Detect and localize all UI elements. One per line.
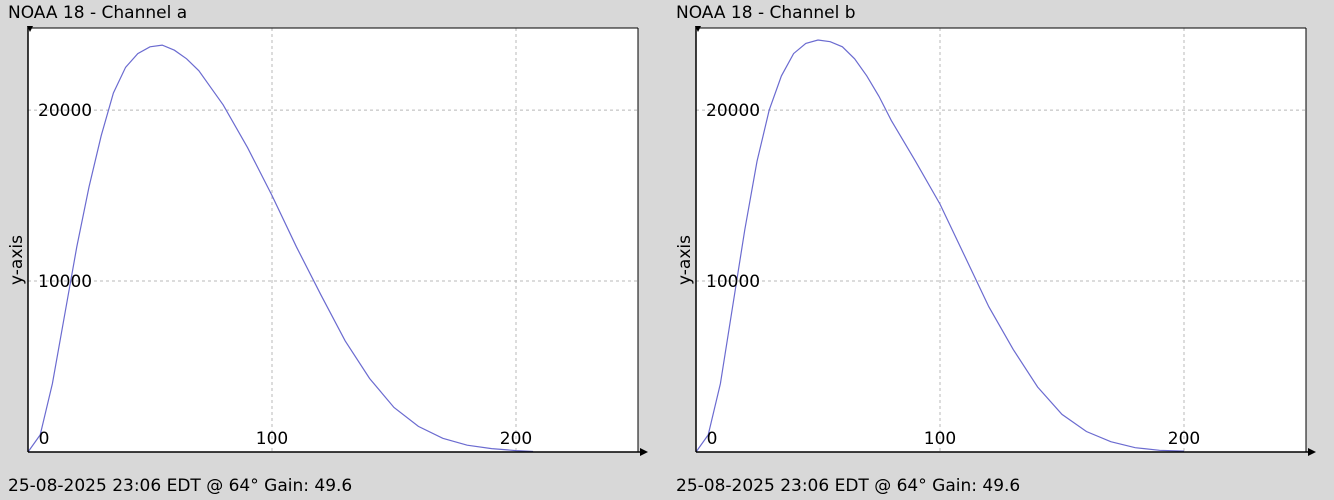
y-axis-label: y-axis: [675, 235, 695, 285]
x-tick-label: 0: [39, 429, 50, 449]
x-tick-label: 0: [707, 429, 718, 449]
x-axis-arrow: [1308, 448, 1316, 456]
chart-plot: 0 100 200 10000 20000 y-axis: [7, 26, 648, 456]
chart-footer: 25-08-2025 23:06 EDT @ 64° Gain: 49.6: [676, 476, 1021, 496]
x-tick-label: 200: [1168, 429, 1200, 449]
chart-title: NOAA 18 - Channel b: [676, 3, 856, 23]
y-tick-label: 10000: [706, 272, 760, 292]
y-axis-arrow: [27, 26, 33, 32]
chart-panel-b: NOAA 18 - Channel b 0 100 200 10000 20000 y-a…: [668, 0, 1316, 500]
series-line: [27, 44, 534, 453]
y-tick-label: 20000: [706, 101, 760, 121]
y-tick-label: 10000: [38, 272, 92, 292]
x-tick-label: 200: [500, 429, 532, 449]
chart-title: NOAA 18 - Channel a: [8, 3, 188, 23]
y-axis-label: y-axis: [7, 235, 27, 285]
x-axis-arrow: [640, 448, 648, 456]
y-axis-arrow: [695, 26, 701, 32]
chart-panel-a: NOAA 18 - Channel a 0 100 200 10000 20000 y-a…: [0, 0, 648, 500]
chart-plot: 0 100 200 10000 20000 y-axis: [675, 26, 1316, 456]
plot-area: [696, 28, 1306, 452]
plot-area: [28, 28, 638, 452]
chart-footer: 25-08-2025 23:06 EDT @ 64° Gain: 49.6: [8, 476, 353, 496]
x-tick-label: 100: [256, 429, 288, 449]
series-line: [695, 39, 1185, 453]
y-tick-label: 20000: [38, 101, 92, 121]
x-tick-label: 100: [924, 429, 956, 449]
